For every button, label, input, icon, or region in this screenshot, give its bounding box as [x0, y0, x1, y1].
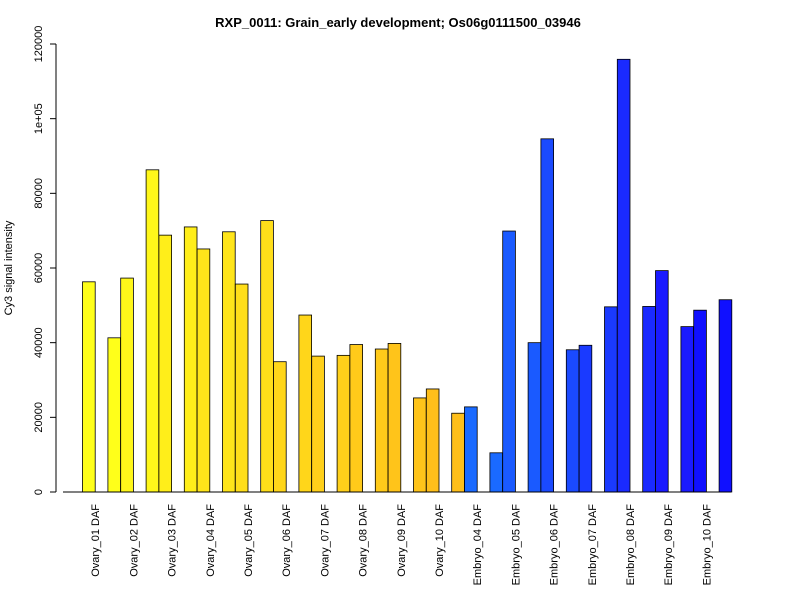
chart-title: RXP_0011: Grain_early development; Os06g… — [215, 15, 581, 30]
x-tick-label: Ovary_05 DAF — [243, 504, 255, 577]
x-tick-label: Ovary_04 DAF — [205, 504, 217, 577]
bar — [464, 406, 478, 493]
x-tick-label: Embryo_10 DAF — [701, 504, 713, 586]
bar — [336, 354, 351, 493]
bar — [578, 344, 593, 493]
bar — [680, 326, 695, 493]
bar — [502, 230, 516, 493]
bar — [565, 349, 580, 493]
y-tick-label: 80000 — [33, 178, 45, 209]
bar — [183, 226, 198, 493]
bar — [82, 281, 96, 493]
bar — [145, 169, 160, 493]
x-tick-label: Ovary_06 DAF — [281, 504, 293, 577]
y-tick-label: 40000 — [33, 327, 45, 358]
bar — [120, 277, 134, 493]
bar — [349, 344, 363, 493]
y-tick-label: 20000 — [33, 402, 45, 433]
y-axis: 0 20000 40000 60000 80000 1e+05 120000 — [33, 26, 57, 495]
bar — [387, 343, 402, 493]
x-tick-label: Ovary_08 DAF — [358, 504, 370, 577]
bar — [425, 388, 440, 493]
bar — [273, 361, 287, 493]
bar — [311, 355, 325, 493]
x-tick-label: Ovary_03 DAF — [167, 504, 179, 577]
bar — [604, 306, 618, 493]
x-tick-label: Embryo_04 DAF — [472, 504, 484, 586]
x-tick-label: Ovary_07 DAF — [319, 504, 331, 577]
x-axis-labels: Ovary_01 DAF Ovary_02 DAF Ovary_03 DAF Ovar… — [90, 504, 713, 586]
bar — [413, 397, 427, 493]
y-tick-label: 1e+05 — [33, 103, 45, 134]
bar — [655, 270, 669, 493]
x-tick-label: Ovary_02 DAF — [128, 504, 140, 577]
bar — [642, 306, 656, 493]
y-tick-label: 60000 — [33, 253, 45, 284]
bar — [196, 248, 211, 493]
bar — [158, 234, 172, 493]
x-tick-label: Embryo_07 DAF — [587, 504, 599, 586]
x-tick-label: Ovary_01 DAF — [90, 504, 102, 577]
bar — [234, 283, 249, 493]
bar — [222, 231, 236, 493]
bar — [298, 314, 312, 493]
y-tick-label: 0 — [33, 489, 45, 495]
y-axis-title: Cy3 signal intensity — [3, 220, 15, 315]
bar — [540, 138, 555, 493]
x-tick-label: Embryo_05 DAF — [510, 504, 522, 586]
x-tick-label: Embryo_09 DAF — [663, 504, 675, 586]
bar — [616, 58, 631, 493]
x-tick-label: Embryo_06 DAF — [549, 504, 561, 586]
bar — [107, 337, 122, 493]
bars — [82, 58, 733, 493]
bar — [451, 412, 465, 493]
x-tick-label: Ovary_09 DAF — [396, 504, 408, 577]
bar — [693, 309, 707, 493]
bar — [718, 299, 733, 493]
bar — [489, 452, 503, 493]
x-tick-label: Embryo_08 DAF — [625, 504, 637, 586]
bar — [374, 348, 389, 493]
x-tick-label: Ovary_10 DAF — [434, 504, 446, 577]
bar — [260, 220, 274, 493]
y-tick-label: 120000 — [33, 26, 45, 63]
bar — [527, 342, 542, 493]
